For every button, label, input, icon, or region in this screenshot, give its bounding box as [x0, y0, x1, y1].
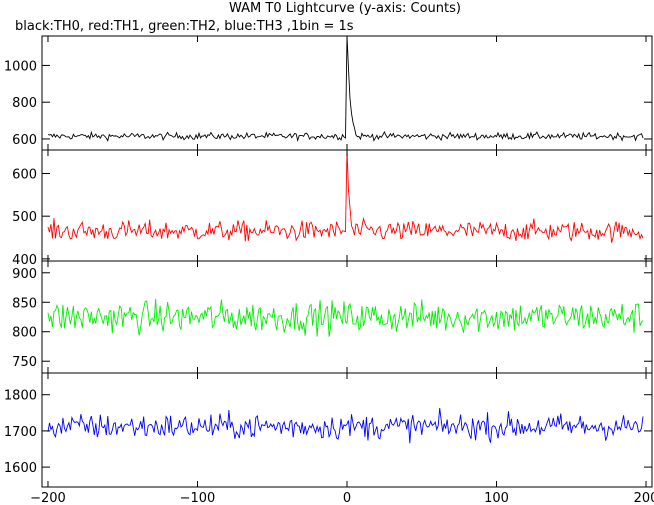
panel-th3: 1600 1700 1800: [4, 372, 653, 488]
panel-th2: 750 800 850 900: [12, 260, 653, 374]
panel-frame: [41, 260, 653, 374]
chart-subtitle: black:TH0, red:TH1, green:TH2, blue:TH3 …: [15, 19, 354, 34]
y-tick-label: 900: [12, 267, 37, 282]
x-tick-label: 100: [484, 491, 509, 505]
y-tick-label: 600: [12, 167, 37, 182]
y-tick-label: 1000: [4, 59, 37, 74]
y-tick-label: 800: [12, 96, 37, 111]
y-tick-label: 1600: [4, 461, 37, 476]
y-tick-label: 1700: [4, 425, 37, 440]
x-tick-label: −200: [30, 491, 66, 505]
series-line-th3: [47, 407, 644, 444]
x-tick-label: 200: [634, 491, 654, 505]
y-tick-label: 800: [12, 326, 37, 341]
x-tick-label: 0: [343, 491, 351, 505]
x-axis-ticks: −200 −100 0 100 200: [30, 491, 654, 505]
y-tick-label: 600: [12, 133, 37, 148]
y-tick-label: 400: [12, 253, 37, 268]
x-tick-label: −100: [180, 491, 216, 505]
series-line-th2: [47, 298, 644, 337]
y-tick-label: 1800: [4, 389, 37, 404]
panel-th1: 400 500 600: [12, 149, 653, 268]
panels-group: 6008001000400500600750800850900160017001…: [4, 35, 653, 488]
chart-title: WAM T0 Lightcurve (y-axis: Counts): [229, 1, 461, 16]
panel-th0: 600 800 1000: [4, 35, 653, 151]
series-line-th1: [47, 150, 644, 243]
series-line-th0: [47, 36, 644, 143]
y-tick-label: 850: [12, 296, 37, 311]
y-tick-label: 500: [12, 210, 37, 225]
y-tick-label: 750: [12, 355, 37, 370]
